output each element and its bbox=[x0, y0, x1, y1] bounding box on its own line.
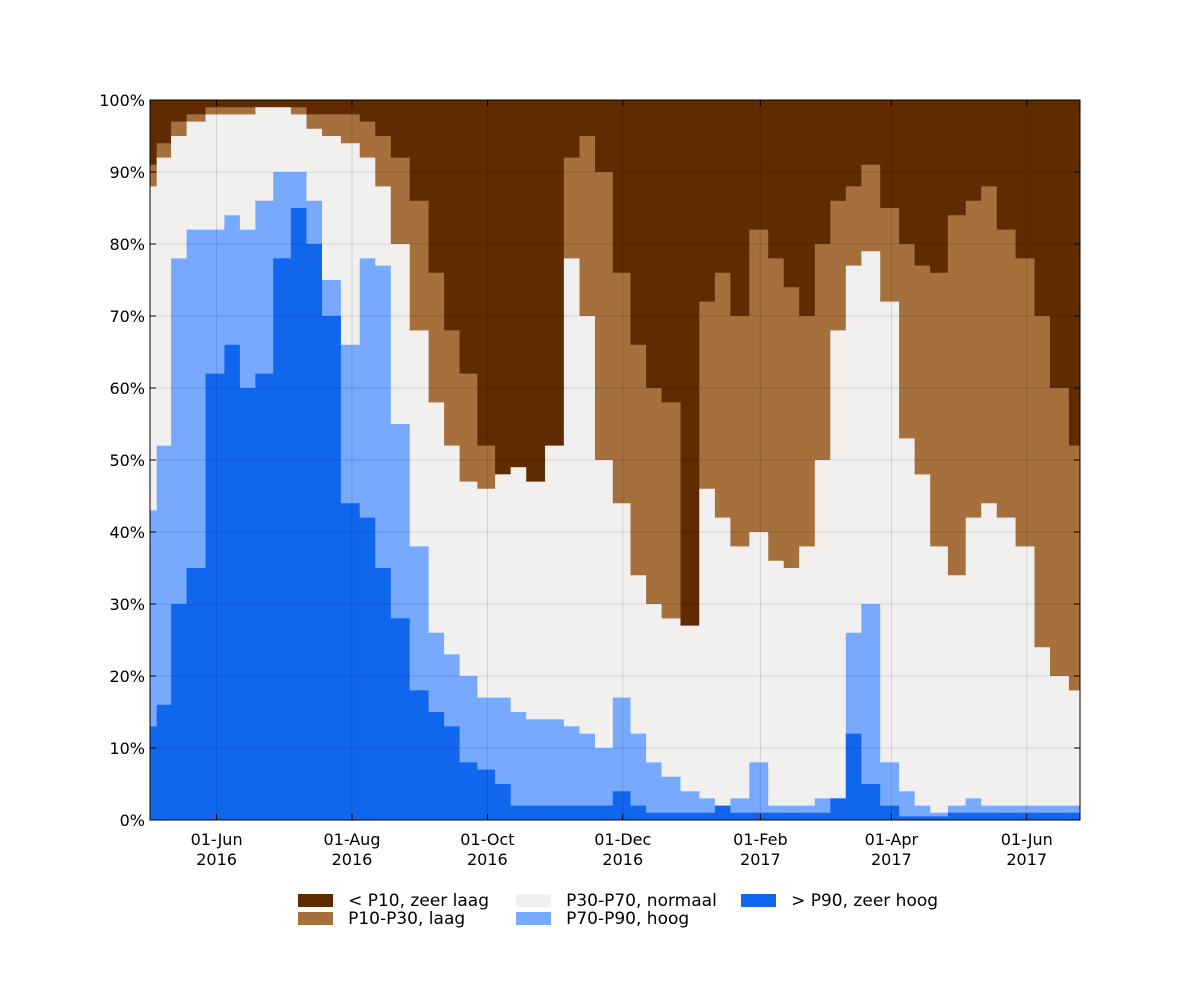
legend-swatch bbox=[516, 894, 551, 907]
x-tick-year-label: 2016 bbox=[332, 850, 373, 869]
legend-item: > P90, zeer hoog bbox=[741, 890, 939, 911]
x-tick-year-label: 2016 bbox=[602, 850, 643, 869]
y-tick-label: 30% bbox=[109, 595, 145, 614]
y-tick-label: 20% bbox=[109, 667, 145, 686]
y-tick-label: 70% bbox=[109, 307, 145, 326]
legend-label: P70-P90, hoog bbox=[566, 908, 690, 929]
x-tick-label: 01-Jun bbox=[191, 830, 243, 849]
y-tick-label: 10% bbox=[109, 739, 145, 758]
x-tick-label: 01-Apr bbox=[865, 830, 919, 849]
x-tick-year-label: 2016 bbox=[196, 850, 237, 869]
legend-label: P30-P70, normaal bbox=[566, 890, 717, 911]
x-tick-year-label: 2017 bbox=[871, 850, 912, 869]
legend-swatch bbox=[298, 894, 333, 907]
x-tick-label: 01-Oct bbox=[460, 830, 514, 849]
legend-label: > P90, zeer hoog bbox=[791, 890, 939, 911]
y-tick-label: 80% bbox=[109, 235, 145, 254]
legend-label: P10-P30, laag bbox=[348, 908, 466, 929]
y-tick-label: 40% bbox=[109, 523, 145, 542]
legend: < P10, zeer laag P10-P30, laag P30-P70, … bbox=[298, 890, 938, 930]
legend-item: P70-P90, hoog bbox=[516, 908, 690, 929]
x-tick-label: 01-Aug bbox=[323, 830, 380, 849]
grid-layer bbox=[150, 100, 1080, 820]
legend-item: P30-P70, normaal bbox=[516, 890, 717, 911]
legend-swatch bbox=[516, 912, 551, 925]
legend-item: P10-P30, laag bbox=[298, 908, 466, 929]
y-tick-label: 0% bbox=[120, 811, 145, 830]
x-tick-label: 01-Jun bbox=[1001, 830, 1053, 849]
x-axis: 01-Jun201601-Aug201601-Oct201601-Dec2016… bbox=[191, 100, 1053, 869]
x-tick-year-label: 2016 bbox=[467, 850, 508, 869]
x-tick-label: 01-Dec bbox=[594, 830, 651, 849]
y-tick-label: 50% bbox=[109, 451, 145, 470]
x-tick-label: 01-Feb bbox=[733, 830, 787, 849]
bands-layer bbox=[150, 100, 1080, 820]
legend-label: < P10, zeer laag bbox=[348, 890, 490, 911]
legend-swatch bbox=[298, 912, 333, 925]
legend-item: < P10, zeer laag bbox=[298, 890, 490, 911]
y-tick-label: 100% bbox=[99, 91, 145, 110]
legend-swatch bbox=[741, 894, 776, 907]
y-tick-label: 60% bbox=[109, 379, 145, 398]
band--p90-zeer-hoog bbox=[150, 208, 1080, 820]
x-tick-year-label: 2017 bbox=[1006, 850, 1047, 869]
x-tick-year-label: 2017 bbox=[740, 850, 781, 869]
y-tick-label: 90% bbox=[109, 163, 145, 182]
y-axis: 0% 10% 20% 30% 40% 50% 60% 70% 80% 90% 100% bbox=[99, 91, 1080, 830]
